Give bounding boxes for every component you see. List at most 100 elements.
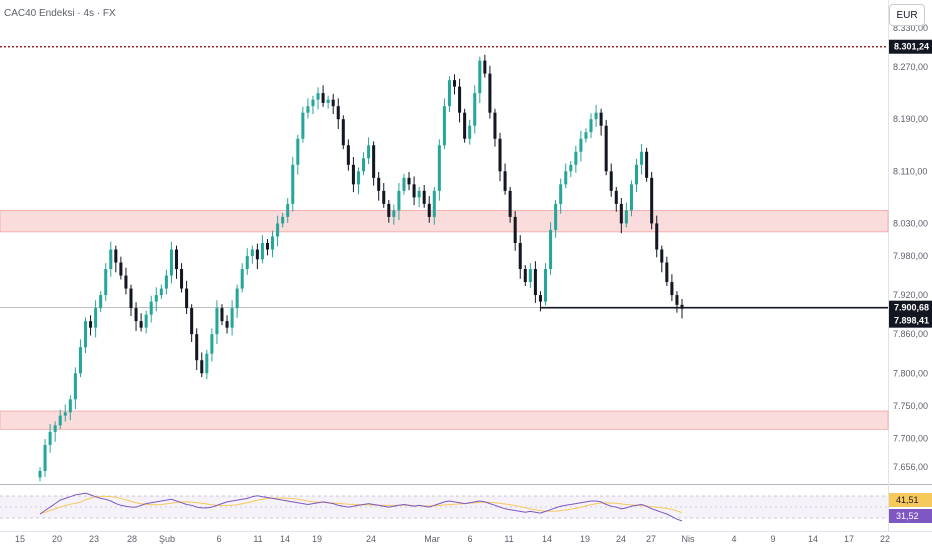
price-label: 7.900,68 — [894, 303, 929, 313]
candle-body — [493, 112, 497, 139]
x-tick-label: 11 — [504, 534, 513, 544]
rsi-lower-label-bg — [889, 509, 932, 523]
candle-body — [569, 164, 573, 172]
candle-body — [508, 190, 512, 217]
x-tick-label: 24 — [366, 534, 376, 544]
candle-body — [190, 308, 194, 335]
candle-body — [447, 80, 451, 107]
candle-body — [463, 112, 467, 139]
candle-body — [180, 269, 184, 289]
candle-body — [119, 262, 123, 276]
y-tick-label: 8.110,00 — [893, 166, 927, 176]
candle-body — [437, 145, 441, 191]
candle-body — [185, 288, 189, 309]
candle-body — [407, 177, 411, 185]
candle-body — [392, 210, 396, 217]
rsi-upper-label: 41,51 — [896, 495, 919, 505]
candle-body — [73, 373, 77, 400]
candle-body — [124, 275, 128, 289]
y-tick-label: 8.030,00 — [893, 218, 928, 228]
x-tick-label: 27 — [646, 534, 656, 544]
price-label: 7.898,41 — [894, 316, 929, 326]
candle-body — [301, 112, 305, 139]
candle-body — [164, 275, 168, 289]
candle-body — [235, 288, 239, 309]
candle-body — [518, 242, 522, 270]
candle-body — [387, 203, 391, 217]
candle-body — [321, 93, 325, 103]
candle-body — [68, 399, 72, 413]
zone-1 — [0, 410, 889, 430]
candle-body — [174, 249, 179, 270]
candle-body — [265, 242, 269, 250]
candle-body — [43, 444, 47, 471]
candle-body — [159, 288, 163, 296]
candle-body — [422, 190, 426, 204]
candle-body — [594, 112, 598, 120]
candle-body — [255, 249, 259, 260]
candle-body — [665, 262, 669, 283]
candle-body — [619, 203, 623, 224]
candle-body — [94, 308, 98, 328]
candle-body — [624, 210, 628, 224]
candle-body — [104, 269, 108, 296]
candle-body — [306, 106, 310, 113]
candle-body — [397, 190, 401, 211]
rsi-band — [0, 496, 888, 518]
candle-body — [614, 190, 618, 204]
candle-body — [604, 125, 608, 172]
y-tick-label: 8.330,00 — [893, 23, 928, 33]
candle-body — [331, 99, 335, 107]
candle-body — [200, 360, 204, 374]
candle-body — [245, 256, 249, 270]
price-label-bg — [889, 39, 932, 54]
candle-body — [650, 177, 654, 224]
candle-body — [634, 164, 639, 185]
rsi-line — [39, 492, 683, 522]
candle-body — [528, 269, 532, 283]
x-tick-label: 17 — [844, 534, 854, 544]
x-tick-label: 15 — [15, 534, 25, 544]
candle-body — [503, 171, 507, 191]
candle-body — [675, 295, 679, 305]
candle-body — [680, 304, 684, 309]
y-tick-label: 7.656,00 — [893, 462, 928, 472]
candle-body — [478, 60, 482, 94]
candle-body — [316, 93, 320, 100]
candle-body — [281, 216, 285, 224]
candle-body — [670, 282, 674, 296]
candle-body — [483, 60, 487, 74]
candle-body — [220, 308, 224, 322]
candle-body — [195, 334, 199, 361]
candle-body — [134, 308, 138, 322]
candle-body — [169, 249, 173, 276]
candle-body — [276, 223, 280, 237]
candle-body — [356, 171, 360, 185]
candle-body — [402, 177, 406, 191]
x-tick-label: 24 — [616, 534, 626, 544]
x-tick-label: 22 — [880, 534, 890, 544]
candle-body — [412, 184, 416, 198]
price-label: 8.301,24 — [894, 42, 929, 52]
candle-body — [336, 106, 340, 120]
candle-body — [362, 158, 366, 172]
price-label-bg — [889, 300, 932, 315]
x-tick-label: 23 — [89, 534, 99, 544]
x-tick-label: 20 — [52, 534, 62, 544]
y-tick-label: 7.860,00 — [893, 329, 928, 339]
currency-button[interactable]: EUR — [889, 4, 925, 26]
candle-body — [538, 295, 542, 302]
candle-body — [589, 119, 593, 133]
x-tick-label: 11 — [253, 534, 262, 544]
candle-body — [584, 132, 588, 139]
candle-body — [367, 145, 371, 159]
candle-body — [382, 190, 386, 204]
symbol-title: CAC40 Endeksi · 4s · FX — [4, 8, 116, 19]
candle-body — [99, 295, 103, 309]
candle-body — [210, 334, 214, 354]
price-label-bg — [889, 313, 932, 328]
candle-body — [609, 171, 613, 191]
candle-body — [341, 119, 345, 146]
candle-body — [488, 73, 492, 113]
